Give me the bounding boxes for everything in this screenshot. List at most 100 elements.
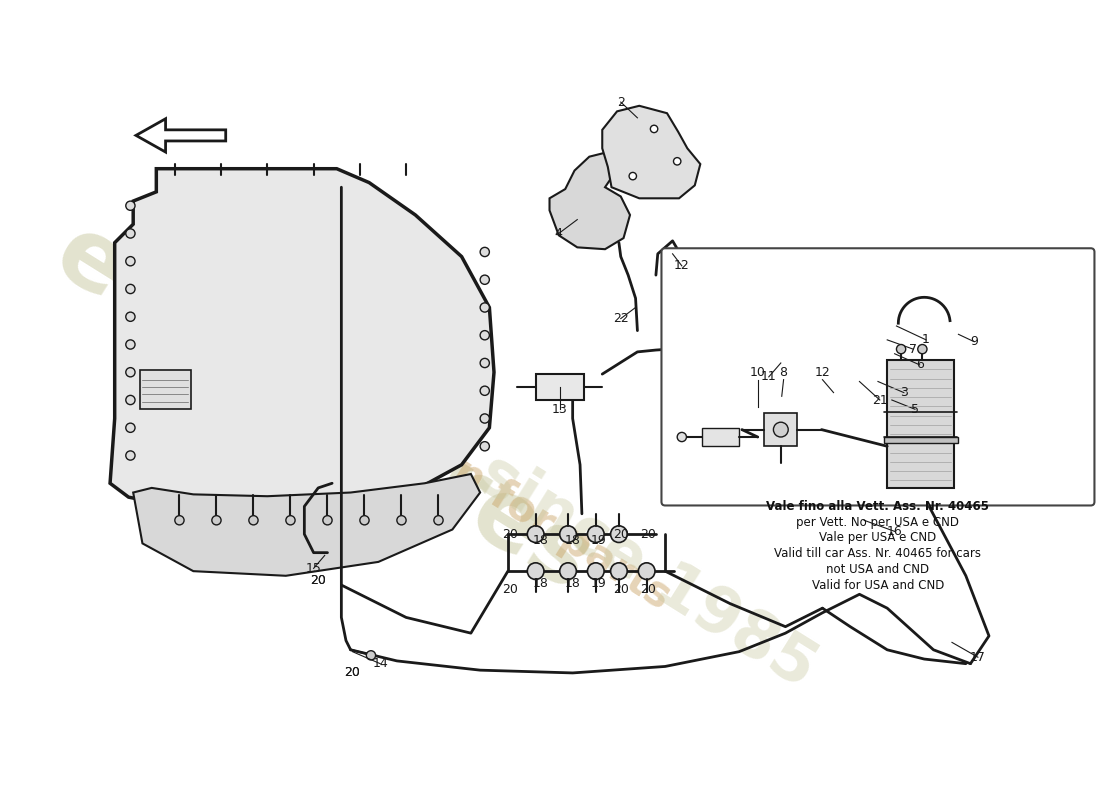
Text: 19: 19	[591, 577, 606, 590]
Text: not USA and CND: not USA and CND	[826, 563, 930, 576]
Text: 16: 16	[887, 525, 902, 538]
Text: 8: 8	[780, 366, 788, 378]
Circle shape	[125, 423, 135, 432]
Circle shape	[560, 526, 576, 542]
Text: 18: 18	[532, 577, 548, 590]
Text: 20: 20	[613, 528, 629, 541]
Polygon shape	[603, 106, 701, 198]
Circle shape	[125, 368, 135, 377]
Text: 20: 20	[640, 528, 657, 541]
Text: 5: 5	[911, 402, 918, 416]
Text: per Vett. No per USA e CND: per Vett. No per USA e CND	[796, 516, 959, 529]
Circle shape	[587, 526, 604, 542]
Circle shape	[433, 516, 443, 525]
Text: 10: 10	[750, 366, 766, 378]
Circle shape	[703, 341, 719, 358]
Circle shape	[527, 526, 544, 542]
Polygon shape	[550, 152, 630, 249]
Text: 7: 7	[909, 342, 917, 356]
Text: 4: 4	[554, 227, 563, 240]
Circle shape	[125, 229, 135, 238]
Circle shape	[896, 345, 905, 354]
Circle shape	[873, 281, 882, 290]
Circle shape	[175, 516, 184, 525]
Circle shape	[397, 516, 406, 525]
Text: 12: 12	[674, 259, 690, 272]
Text: 19: 19	[591, 534, 606, 547]
Text: 17: 17	[970, 650, 986, 664]
Polygon shape	[110, 169, 494, 509]
Circle shape	[560, 563, 576, 579]
Text: Vale fino alla Vett. Ass. Nr. 40465: Vale fino alla Vett. Ass. Nr. 40465	[767, 500, 990, 513]
Circle shape	[610, 526, 627, 542]
Circle shape	[323, 516, 332, 525]
Circle shape	[249, 516, 258, 525]
Circle shape	[125, 451, 135, 460]
Text: 14: 14	[372, 657, 388, 670]
Text: 18: 18	[532, 534, 548, 547]
Circle shape	[125, 340, 135, 349]
Circle shape	[480, 247, 490, 257]
Circle shape	[850, 281, 859, 290]
Text: Valid till car Ass. Nr. 40465 for cars: Valid till car Ass. Nr. 40465 for cars	[774, 547, 981, 560]
FancyBboxPatch shape	[536, 374, 584, 400]
Text: 9: 9	[970, 335, 978, 348]
Text: 12: 12	[815, 366, 830, 378]
Circle shape	[480, 275, 490, 284]
Circle shape	[480, 358, 490, 368]
Circle shape	[678, 432, 686, 442]
Circle shape	[480, 303, 490, 312]
Circle shape	[480, 442, 490, 451]
Circle shape	[125, 395, 135, 405]
Text: since 1985: since 1985	[466, 442, 827, 700]
Text: eurospares: eurospares	[37, 207, 608, 611]
Text: 15: 15	[306, 562, 321, 575]
Text: 20: 20	[502, 583, 518, 596]
Circle shape	[610, 563, 627, 579]
Text: 20: 20	[310, 574, 327, 587]
Text: 20: 20	[310, 574, 327, 587]
Circle shape	[825, 281, 835, 290]
FancyBboxPatch shape	[661, 248, 1094, 506]
Polygon shape	[136, 118, 226, 152]
Text: Valid for USA and CND: Valid for USA and CND	[812, 578, 944, 591]
Circle shape	[773, 422, 789, 437]
Circle shape	[125, 284, 135, 294]
FancyBboxPatch shape	[691, 323, 732, 375]
FancyBboxPatch shape	[883, 437, 957, 443]
FancyBboxPatch shape	[702, 428, 739, 446]
Circle shape	[917, 345, 927, 354]
Text: 21: 21	[872, 394, 888, 406]
FancyBboxPatch shape	[764, 413, 798, 446]
Circle shape	[673, 158, 681, 165]
Text: 20: 20	[344, 666, 361, 679]
Text: 3: 3	[900, 386, 908, 399]
Circle shape	[212, 516, 221, 525]
Text: 18: 18	[564, 577, 581, 590]
FancyBboxPatch shape	[813, 298, 896, 465]
Text: 20: 20	[344, 666, 361, 679]
Circle shape	[650, 126, 658, 133]
Circle shape	[638, 563, 654, 579]
Text: 13: 13	[552, 402, 568, 416]
Circle shape	[366, 650, 375, 660]
Circle shape	[286, 516, 295, 525]
Text: 20: 20	[640, 583, 657, 596]
Circle shape	[125, 201, 135, 210]
Circle shape	[480, 386, 490, 395]
Circle shape	[125, 257, 135, 266]
FancyBboxPatch shape	[888, 360, 954, 488]
Text: a passion for parts: a passion for parts	[282, 349, 679, 618]
Circle shape	[629, 173, 637, 180]
Circle shape	[125, 312, 135, 322]
Text: 11: 11	[761, 370, 777, 383]
Text: 20: 20	[613, 583, 629, 596]
Text: 20: 20	[502, 528, 518, 541]
Polygon shape	[133, 474, 480, 576]
FancyBboxPatch shape	[140, 370, 190, 410]
Text: 18: 18	[564, 534, 581, 547]
Text: 1: 1	[922, 334, 930, 346]
Circle shape	[360, 516, 370, 525]
Circle shape	[480, 330, 490, 340]
Text: 22: 22	[613, 312, 628, 325]
